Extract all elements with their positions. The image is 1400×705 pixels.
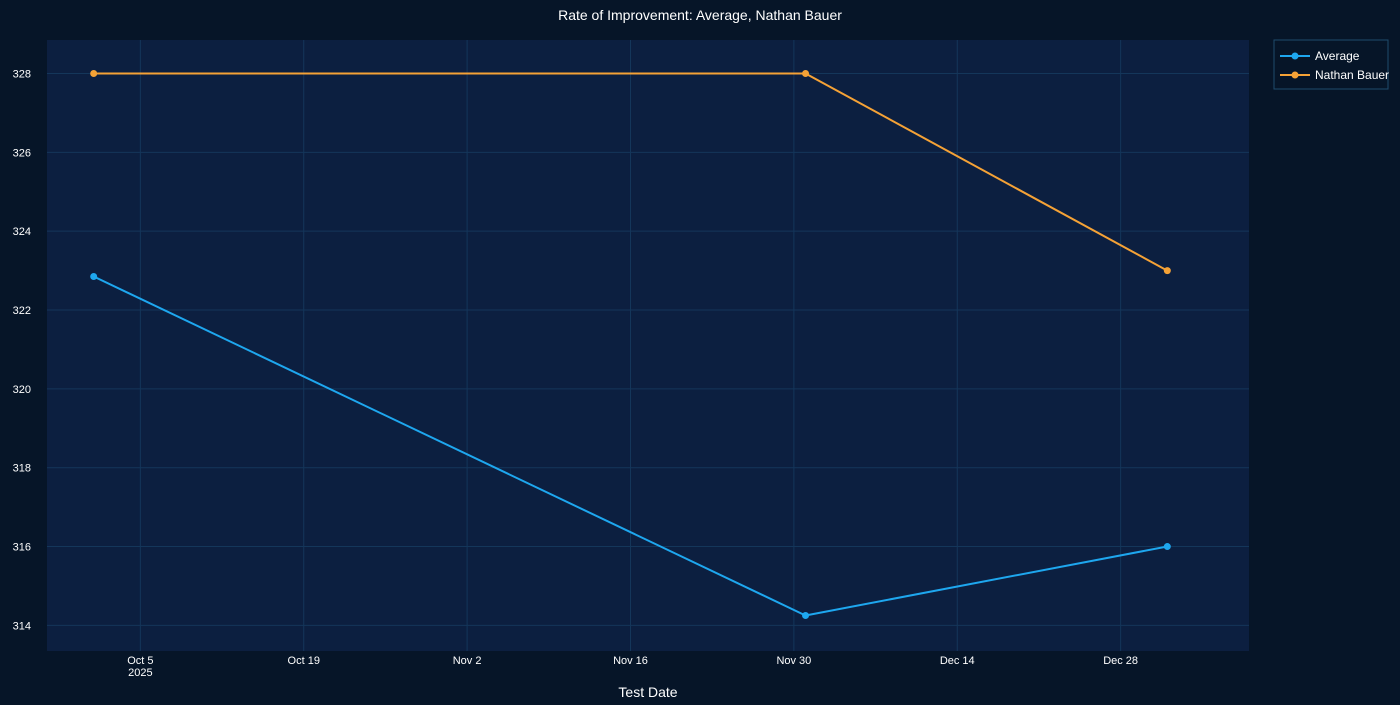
x-tick-label: Oct 19	[288, 655, 320, 667]
y-tick-label: 326	[13, 147, 31, 159]
chart-title: Rate of Improvement: Average, Nathan Bau…	[558, 7, 842, 23]
series-layer	[90, 70, 1171, 620]
legend-swatch-marker	[1291, 52, 1299, 60]
y-tick-label: 328	[13, 69, 31, 81]
x-axis-label: Test Date	[618, 684, 677, 700]
x-tick-label: Nov 2	[453, 655, 482, 667]
data-point-average[interactable]	[802, 612, 810, 620]
data-point-nathan-bauer[interactable]	[90, 70, 98, 78]
data-point-average[interactable]	[1163, 543, 1171, 551]
legend-label: Average	[1315, 49, 1360, 63]
legend-box	[1273, 39, 1389, 90]
x-tick-label: Nov 30	[776, 655, 811, 667]
legend-swatch-marker	[1291, 71, 1299, 79]
x-tick-sublabel: 2025	[128, 667, 152, 679]
x-tick-label: Nov 16	[613, 655, 648, 667]
y-tick-label: 320	[13, 384, 31, 396]
data-point-nathan-bauer[interactable]	[1163, 267, 1171, 275]
legend-label: Nathan Bauer	[1315, 68, 1389, 82]
legend-item-average[interactable]: Average	[1280, 49, 1360, 63]
legend[interactable]: Average Nathan Bauer	[1273, 39, 1389, 90]
x-tick-label: Dec 14	[940, 655, 975, 667]
data-point-average[interactable]	[90, 273, 98, 281]
legend-item-nathan-bauer[interactable]: Nathan Bauer	[1280, 68, 1389, 82]
series-average	[90, 273, 1171, 620]
x-tick-label: Oct 5	[127, 655, 153, 667]
y-tick-label: 324	[13, 226, 31, 238]
y-tick-label: 318	[13, 463, 31, 475]
data-point-nathan-bauer[interactable]	[802, 70, 810, 78]
legend-items: Average Nathan Bauer	[1280, 49, 1389, 82]
x-tick-label: Dec 28	[1103, 655, 1138, 667]
series-nathan-bauer	[90, 70, 1171, 275]
y-axis-ticks: 314 316 318 320 322 324 326 328	[13, 69, 31, 633]
y-tick-label: 316	[13, 542, 31, 554]
plot-area	[47, 40, 1249, 651]
y-tick-label: 322	[13, 305, 31, 317]
y-tick-label: 314	[13, 620, 31, 632]
